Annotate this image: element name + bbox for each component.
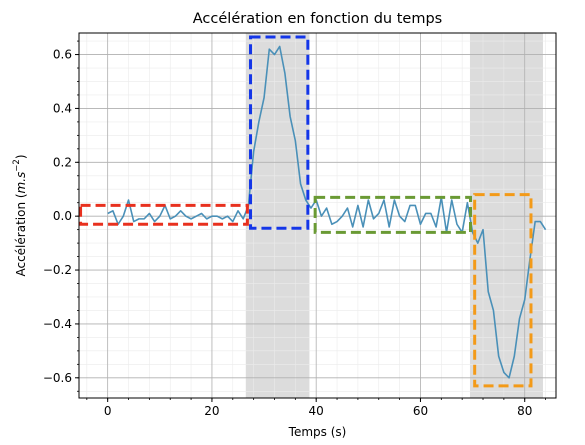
y-axis-label-main: Accélération ( — [14, 193, 28, 276]
y-axis-label-unit: m.s — [14, 172, 28, 194]
series-group — [107, 45, 547, 379]
y-axis-label: Accélération (m.s−2) — [12, 154, 28, 276]
y-tick-label: −0.6 — [43, 371, 72, 385]
highlight-boxes — [79, 35, 533, 388]
x-tick-label: 80 — [517, 404, 532, 418]
highlight-box-red — [79, 203, 249, 226]
x-tick-label: 0 — [104, 404, 112, 418]
shaded-region-1 — [245, 33, 310, 398]
y-axis-ticks: −0.6 −0.4 −0.2 0.0 0.2 0.4 0.6 — [43, 40, 79, 392]
y-tick-label: 0.0 — [53, 209, 72, 223]
shaded-regions — [245, 33, 543, 398]
x-tick-label: 60 — [413, 404, 428, 418]
y-tick-label: −0.4 — [43, 317, 72, 331]
y-tick-label: 0.6 — [53, 48, 72, 62]
y-tick-label: 0.2 — [53, 155, 72, 169]
x-axis-label: Temps (s) — [288, 425, 347, 439]
highlight-box-orange — [473, 193, 533, 388]
plot-frame — [78, 32, 557, 399]
y-axis-label-close: ) — [14, 154, 28, 159]
x-tick-label: 20 — [204, 404, 219, 418]
minor-grid — [79, 33, 556, 398]
major-grid — [79, 33, 556, 398]
chart-title: Accélération en fonction du temps — [193, 11, 442, 27]
y-axis-label-exponent: −2 — [12, 159, 22, 172]
highlight-box-green — [313, 195, 473, 234]
highlight-box-blue — [249, 35, 310, 230]
y-tick-label: −0.2 — [43, 263, 72, 277]
series-line-1 — [107, 45, 547, 379]
x-tick-label: 40 — [309, 404, 324, 418]
x-axis-ticks: 0 20 40 60 80 — [86, 398, 546, 418]
y-tick-label: 0.4 — [53, 101, 72, 115]
